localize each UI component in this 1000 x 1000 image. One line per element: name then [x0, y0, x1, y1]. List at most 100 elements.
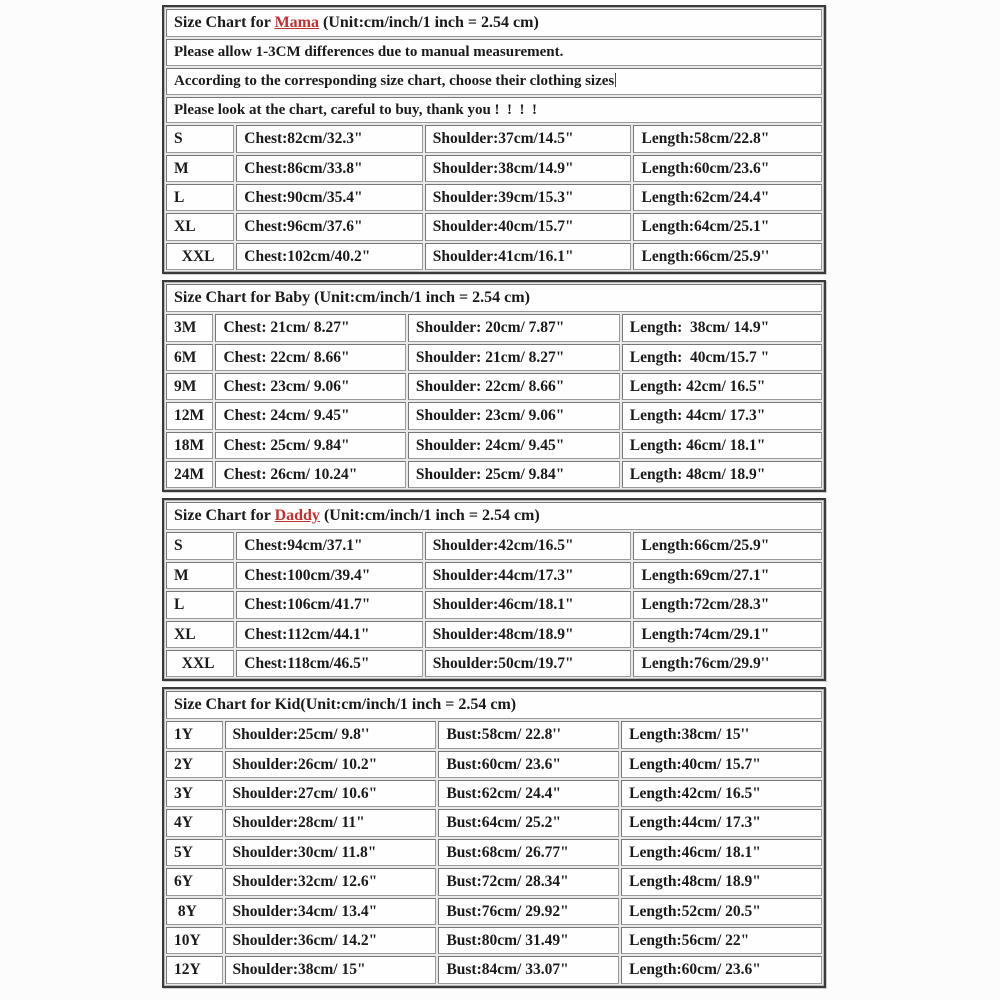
chart-title-prefix: Size Chart for: [174, 14, 275, 31]
measurement-cell: Shoulder:40cm/15.7": [424, 213, 632, 241]
table-row: XL Chest:112cm/44.1" Shoulder:48cm/18.9" Le…: [166, 620, 822, 648]
measurement-cell: Shoulder:46cm/18.1": [424, 591, 632, 619]
size-chart-table-baby: Size Chart for Baby (Unit:cm/inch/1 inch…: [162, 280, 826, 493]
mama-link[interactable]: Mama: [274, 14, 320, 31]
table-row: Size Chart for Daddy (Unit:cm/inch/1 inc…: [166, 502, 822, 531]
table-row: Size Chart for Kid(Unit:cm/inch/1 inch =…: [166, 691, 822, 720]
measurement-cell: Chest:94cm/37.1": [236, 532, 423, 560]
chart-title-suffix: (Unit:cm/inch/1 inch = 2.54 cm): [319, 14, 539, 31]
table-row: According to the corresponding size char…: [166, 67, 822, 95]
measurement-cell: Length:66cm/25.9": [633, 532, 822, 560]
table-row: Please look at the chart, careful to buy…: [166, 96, 822, 124]
size-label-cell: 8Y: [166, 897, 223, 925]
measurement-cell: Bust:68cm/ 26.77": [438, 838, 620, 867]
measurement-cell: Shoulder:37cm/14.5": [424, 125, 632, 153]
measurement-cell: Chest: 23cm/ 9.06": [215, 372, 406, 401]
measurement-cell: Length:56cm/ 22": [621, 926, 822, 955]
chart-title-baby: Size Chart for Baby (Unit:cm/inch/1 inch…: [166, 284, 822, 313]
size-label-cell: 9M: [166, 372, 214, 401]
table-row: 2Y Shoulder:26cm/ 10.2" Bust:60cm/ 23.6" Le…: [166, 750, 822, 778]
measurement-cell: Length:74cm/29.1": [633, 620, 822, 648]
size-label-cell: 5Y: [166, 838, 223, 867]
measurement-cell: Bust:80cm/ 31.49": [438, 926, 620, 955]
measurement-cell: Length:40cm/ 15.7": [621, 750, 822, 778]
measurement-cell: Length:76cm/29.9'': [633, 649, 822, 678]
measurement-cell: Chest:102cm/40.2": [236, 242, 423, 271]
measurement-cell: Length:58cm/22.8": [633, 125, 822, 153]
measurement-cell: Chest: 21cm/ 8.27": [215, 314, 406, 342]
measurement-cell: Shoulder:48cm/18.9": [424, 620, 632, 648]
measurement-cell: Chest: 26cm/ 10.24": [215, 461, 406, 489]
measurement-cell: Length: 44cm/ 17.3": [621, 402, 822, 430]
text-cursor-artifact: [615, 72, 617, 87]
measurement-cell: Length: 38cm/ 14.9": [621, 314, 822, 342]
table-row: 10Y Shoulder:36cm/ 14.2" Bust:80cm/ 31.49"…: [166, 926, 822, 955]
table-row: L Chest:106cm/41.7" Shoulder:46cm/18.1" Len…: [166, 591, 822, 619]
measurement-cell: Shoulder:25cm/ 9.8'': [224, 721, 437, 749]
size-chart-table-kid: Size Chart for Kid(Unit:cm/inch/1 inch =…: [162, 687, 826, 988]
measurement-cell: Length: 46cm/ 18.1": [621, 431, 822, 459]
table-row: S Chest:82cm/32.3" Shoulder:37cm/14.5" Leng…: [166, 125, 822, 153]
measurement-cell: Chest:118cm/46.5": [236, 649, 423, 678]
size-chart-sheet: Size Chart for Mama (Unit:cm/inch/1 inch…: [162, 5, 826, 994]
measurement-cell: Length: 40cm/15.7 ": [621, 343, 822, 371]
measurement-cell: Chest:86cm/33.8": [236, 154, 423, 182]
measurement-cell: Shoulder:32cm/ 12.6": [224, 868, 437, 896]
measurement-cell: Chest:106cm/41.7": [236, 591, 423, 619]
size-label-cell: 6Y: [166, 868, 223, 896]
size-label-cell: S: [166, 125, 235, 153]
size-label-cell: 24M: [166, 461, 214, 489]
table-row: 24M Chest: 26cm/ 10.24" Shoulder: 25cm/ 9.…: [166, 461, 822, 489]
measurement-cell: Shoulder:50cm/19.7": [424, 649, 632, 678]
table-row: M Chest:86cm/33.8" Shoulder:38cm/14.9" Leng…: [166, 154, 822, 182]
size-label-cell: 12Y: [166, 956, 223, 984]
table-row: S Chest:94cm/37.1" Shoulder:42cm/16.5" Leng…: [166, 532, 822, 560]
measurement-cell: Length:52cm/ 20.5": [621, 897, 822, 925]
measurement-cell: Shoulder: 25cm/ 9.84": [407, 461, 620, 489]
chart-title-suffix: (Unit:cm/inch/1 inch = 2.54 cm): [319, 507, 540, 525]
table-row: 6M Chest: 22cm/ 8.66" Shoulder: 21cm/ 8.27…: [166, 343, 822, 371]
measurement-cell: Length:44cm/ 17.3": [621, 809, 822, 837]
measurement-cell: Bust:76cm/ 29.92": [438, 897, 620, 925]
size-label-cell: L: [166, 184, 235, 212]
table-row: XXL Chest:118cm/46.5" Shoulder:50cm/19.7" L…: [166, 649, 822, 678]
table-row: L Chest:90cm/35.4" Shoulder:39cm/15.3" Leng…: [166, 184, 822, 212]
measurement-cell: Chest:96cm/37.6": [236, 213, 423, 241]
measurement-cell: Shoulder: 22cm/ 8.66": [407, 372, 620, 401]
table-row: 3Y Shoulder:27cm/ 10.6" Bust:62cm/ 24.4" Le…: [166, 780, 822, 808]
table-row: 9M Chest: 23cm/ 9.06" Shoulder: 22cm/ 8.66…: [166, 372, 822, 401]
table-row: Size Chart for Mama (Unit:cm/inch/1 inch…: [166, 9, 822, 37]
measurement-cell: Shoulder:44cm/17.3": [424, 561, 632, 590]
measurement-cell: Shoulder:28cm/ 11": [224, 809, 437, 837]
chart-title-kid: Size Chart for Kid(Unit:cm/inch/1 inch =…: [166, 691, 822, 720]
size-chart-table-daddy: Size Chart for Daddy (Unit:cm/inch/1 inc…: [162, 498, 826, 682]
measurement-cell: Shoulder: 20cm/ 7.87": [407, 314, 620, 342]
measurement-cell: Length:42cm/ 16.5": [621, 780, 822, 808]
daddy-link[interactable]: Daddy: [274, 507, 320, 525]
size-label-cell: 6M: [166, 343, 214, 371]
size-label-cell: L: [166, 591, 235, 619]
chart-title-daddy: Size Chart for Daddy (Unit:cm/inch/1 inc…: [166, 502, 822, 531]
measurement-cell: Shoulder:39cm/15.3": [424, 184, 632, 212]
table-row: 12Y Shoulder:38cm/ 15" Bust:84cm/ 33.07" Le…: [166, 956, 822, 984]
size-label-cell: 3M: [166, 314, 214, 342]
measurement-cell: Bust:58cm/ 22.8'': [438, 721, 620, 749]
chart-title-prefix: Size Chart for Baby (Unit:cm/inch/1 inch…: [174, 289, 530, 307]
table-row: Size Chart for Baby (Unit:cm/inch/1 inch…: [166, 284, 822, 313]
measurement-cell: Chest:112cm/44.1": [236, 620, 423, 648]
measurement-cell: Chest: 25cm/ 9.84": [215, 431, 406, 459]
table-row: 1Y Shoulder:25cm/ 9.8'' Bust:58cm/ 22.8'' L…: [166, 721, 822, 749]
measurement-cell: Length:64cm/25.1": [633, 213, 822, 241]
table-row: Please allow 1-3CM differences due to ma…: [166, 39, 822, 66]
size-chart-table-mama: Size Chart for Mama (Unit:cm/inch/1 inch…: [162, 5, 826, 275]
measurement-cell: Bust:62cm/ 24.4": [438, 780, 620, 808]
chart-title-mama: Size Chart for Mama (Unit:cm/inch/1 inch…: [166, 9, 822, 37]
size-label-cell: 2Y: [166, 750, 223, 778]
size-label-cell: M: [166, 561, 235, 590]
table-row: 18M Chest: 25cm/ 9.84" Shoulder: 24cm/ 9.4…: [166, 431, 822, 459]
measurement-cell: Chest:90cm/35.4": [236, 184, 423, 212]
measurement-cell: Shoulder:42cm/16.5": [424, 532, 632, 560]
table-row: 3M Chest: 21cm/ 8.27" Shoulder: 20cm/ 7.87…: [166, 314, 822, 342]
table-row: M Chest:100cm/39.4" Shoulder:44cm/17.3" Len…: [166, 561, 822, 590]
measurement-cell: Shoulder:36cm/ 14.2": [224, 926, 437, 955]
